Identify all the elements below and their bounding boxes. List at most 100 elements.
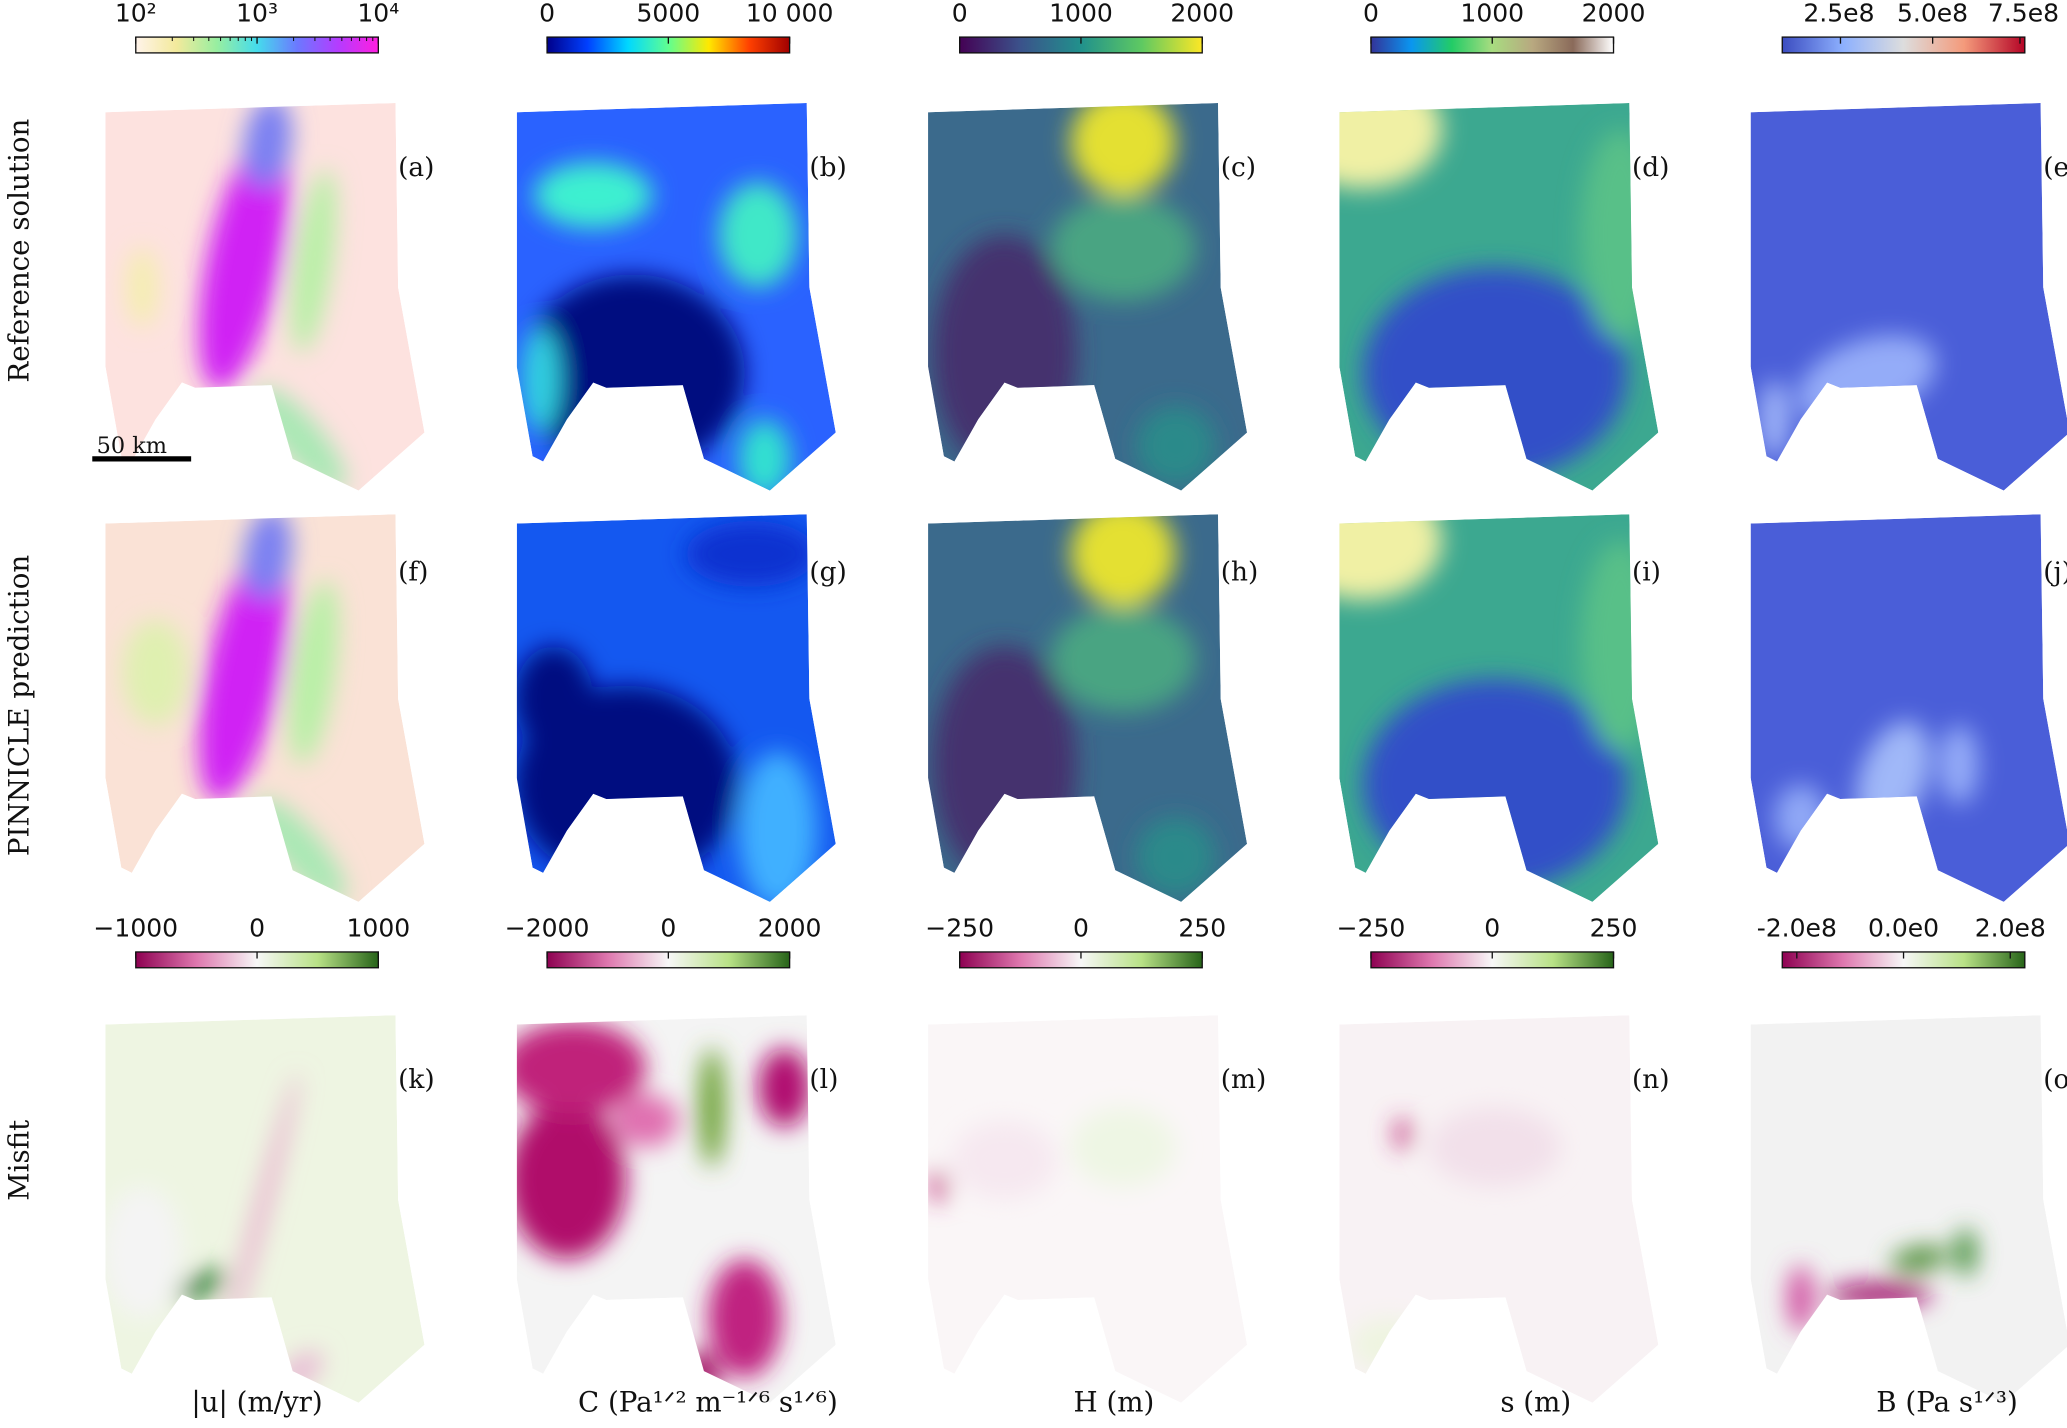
panel-label: (c): [1221, 153, 1256, 183]
row-label: Misfit: [3, 1120, 36, 1201]
map-domain: [928, 514, 1248, 902]
map-feature: [931, 646, 1078, 884]
map-panel: [1339, 514, 1659, 902]
map-field: [930, 1107, 1176, 1203]
map-feature: [1363, 267, 1627, 479]
panel-label: (o): [2043, 1065, 2067, 1095]
map-feature: [243, 514, 292, 600]
map-feature: [126, 248, 159, 328]
panel-label: (a): [398, 153, 434, 183]
map-feature: [1954, 1228, 1977, 1277]
colorbar-tick-label: 250: [1178, 914, 1226, 943]
map-feature: [738, 751, 818, 902]
colorbar-tick-label: −250: [925, 914, 994, 943]
colorbar-tick-label: 10²: [115, 0, 157, 28]
panel-label: (j): [2043, 558, 2067, 588]
map-feature: [1349, 1318, 1429, 1372]
map-feature: [1939, 725, 1979, 805]
colorbar-tick-label: −250: [1337, 914, 1406, 943]
map-feature: [951, 1120, 1058, 1200]
map-domain: [1750, 102, 2067, 491]
panel-label: (h): [1221, 558, 1259, 588]
map-panel: [928, 102, 1248, 491]
panel-label: (k): [398, 1065, 435, 1095]
map-domain: [928, 1015, 1248, 1403]
colorbar-tick-label: 0: [1073, 914, 1089, 943]
map-feature: [1136, 817, 1216, 897]
map-feature: [1339, 514, 1443, 600]
colorbar-tick-label: −2000: [505, 914, 590, 943]
colorbar-tick-label: 2.5e8: [1803, 0, 1874, 28]
map-feature: [1339, 102, 1443, 189]
panel-label: (g): [809, 558, 846, 588]
map-panel: [105, 514, 425, 902]
map-domain: [1750, 1015, 2067, 1403]
panel-label: (e): [2043, 153, 2067, 183]
map-feature: [291, 169, 337, 353]
map-feature: [1758, 379, 1791, 459]
map-feature: [1136, 406, 1216, 486]
map-feature: [738, 419, 791, 491]
map-feature: [930, 1170, 947, 1203]
map-feature: [757, 1048, 811, 1128]
map-panel: [1750, 102, 2067, 491]
scale-bar-label: 50 km: [97, 433, 167, 459]
panel-label: (l): [809, 1065, 838, 1095]
colorbar-tick-label: 5.0e8: [1897, 0, 1968, 28]
colorbar-tick-label: 0: [1484, 914, 1500, 943]
colorbar-tick-label: 250: [1590, 914, 1638, 943]
map-feature: [685, 520, 818, 587]
colorbar-tick-label: 1000: [346, 914, 410, 943]
map-feature: [198, 132, 290, 391]
map-domain: [1339, 1015, 1659, 1403]
quantity-label: B (Pa s¹ᐟ³): [1876, 1386, 2018, 1419]
map-feature: [707, 1259, 782, 1378]
map-feature: [178, 1269, 226, 1302]
map-panel: [928, 1015, 1248, 1403]
map-feature: [122, 619, 189, 726]
colorbar-tick-label: 0: [1363, 0, 1379, 28]
colorbar-tick-label: 1000: [1049, 0, 1113, 28]
map-feature: [243, 102, 292, 189]
map-domain: [1750, 514, 2067, 902]
colorbar-tick-label: −1000: [93, 914, 178, 943]
colorbar-tick-label: 2000: [758, 914, 822, 943]
map-feature: [1774, 784, 1828, 851]
colorbar-tick-label: 0.0e0: [1868, 914, 1939, 943]
map-feature: [718, 182, 798, 288]
colorbar-tick-label: 0: [952, 0, 968, 28]
map-feature: [516, 646, 594, 752]
map-panel: [1750, 514, 2067, 902]
colorbar-tick-label: 5000: [636, 0, 700, 28]
colorbar-tick-label: 7.5e8: [1988, 0, 2059, 28]
map-feature: [520, 327, 561, 433]
colorbar: [1781, 36, 2026, 54]
map-feature: [1363, 679, 1627, 890]
panel-label: (b): [809, 153, 846, 183]
map-panel: [1339, 1015, 1659, 1403]
map-feature: [931, 234, 1078, 473]
quantity-label: |u| (m/yr): [191, 1386, 322, 1419]
panel-label: (m): [1221, 1065, 1267, 1095]
row-label: PINNICLE prediction: [3, 555, 36, 856]
colorbar-tick-label: 2000: [1170, 0, 1234, 28]
panel-label: (f): [398, 558, 428, 588]
map-panel: [105, 1015, 425, 1403]
map-feature: [533, 162, 653, 229]
map-feature: [222, 1072, 300, 1354]
map-feature: [516, 1100, 627, 1260]
map-feature: [1787, 1265, 1814, 1332]
map-panel: [928, 514, 1248, 902]
colorbar-tick-label: 10³: [236, 0, 278, 28]
map-feature: [1070, 514, 1176, 607]
map-panel: [1750, 1015, 2067, 1403]
quantity-label: H (m): [1074, 1386, 1155, 1419]
colorbar-tick-label: 0: [249, 914, 265, 943]
map-field: [122, 514, 346, 902]
colorbar-tick-label: -2.0e8: [1757, 914, 1837, 943]
map-panel: [516, 102, 836, 491]
map-feature: [516, 1021, 646, 1115]
map-feature: [1890, 1246, 1948, 1272]
map-feature: [1070, 102, 1176, 196]
